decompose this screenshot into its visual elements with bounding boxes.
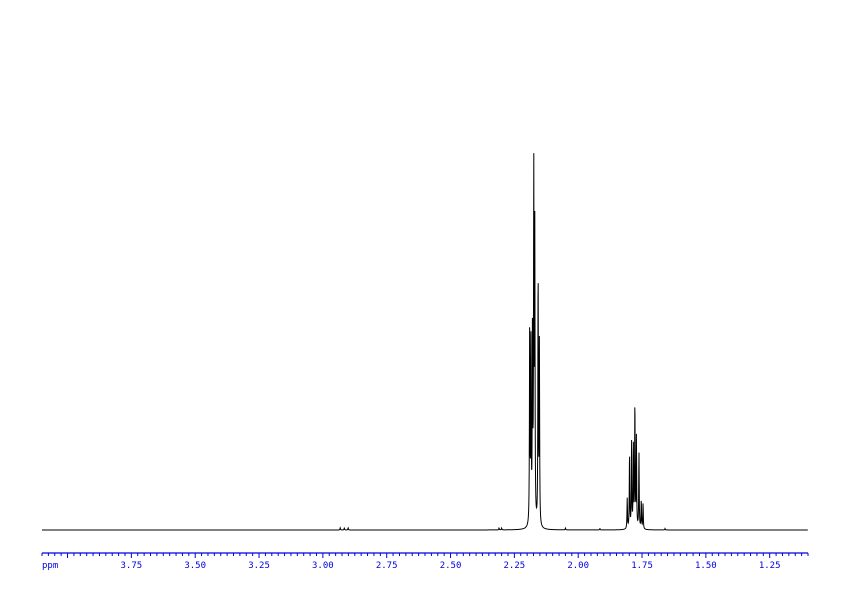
- x-tick-label: 3.00: [312, 561, 334, 571]
- x-tick-label: 2.50: [440, 561, 462, 571]
- spectrum-line: [42, 153, 808, 531]
- x-tick-label: 1.50: [695, 561, 717, 571]
- x-tick-label: 2.75: [376, 561, 398, 571]
- plot-area: [42, 153, 808, 531]
- x-axis: 3.75 3.50 3.25 3.00 2.75 2.50 2.25 2.00 1.75 1.50…: [41, 552, 809, 571]
- x-tick-label: 2.25: [504, 561, 526, 571]
- x-tick-label: 3.25: [248, 561, 270, 571]
- x-tick-label: 1.25: [759, 561, 781, 571]
- x-axis-label: ppm: [42, 561, 58, 571]
- x-tick-label: 3.75: [121, 561, 143, 571]
- x-tick-label: 2.00: [567, 561, 589, 571]
- x-tick-label: 3.50: [184, 561, 206, 571]
- x-tick-label: 1.75: [631, 561, 653, 571]
